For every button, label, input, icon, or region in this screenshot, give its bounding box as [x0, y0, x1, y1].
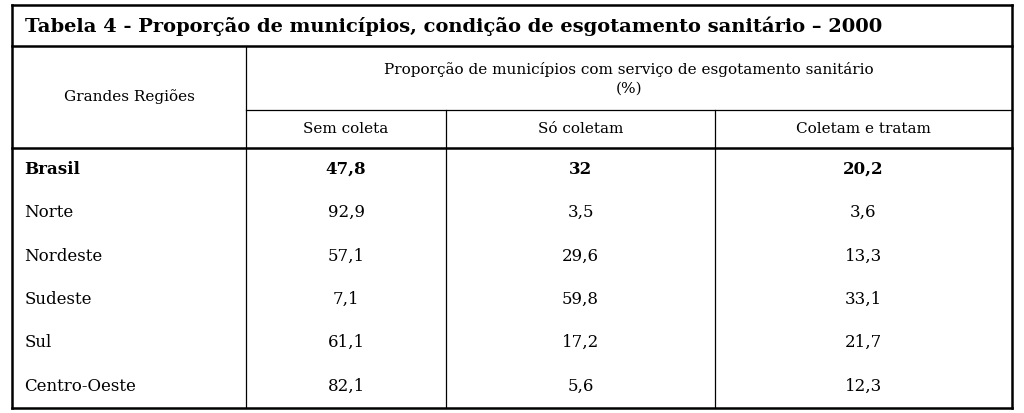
Text: Norte: Norte	[25, 204, 74, 221]
Text: 5,6: 5,6	[567, 377, 594, 395]
Text: 47,8: 47,8	[326, 161, 367, 178]
Text: 32: 32	[569, 161, 592, 178]
Text: Só coletam: Só coletam	[538, 122, 624, 136]
Text: Nordeste: Nordeste	[25, 247, 102, 265]
Text: 21,7: 21,7	[845, 334, 882, 351]
Text: 61,1: 61,1	[328, 334, 365, 351]
Text: Sul: Sul	[25, 334, 52, 351]
Text: 59,8: 59,8	[562, 291, 599, 308]
Text: 3,5: 3,5	[567, 204, 594, 221]
Text: Proporção de municípios com serviço de esgotamento sanitário
(%): Proporção de municípios com serviço de e…	[384, 62, 873, 95]
Text: Centro-Oeste: Centro-Oeste	[25, 377, 136, 395]
Text: Grandes Regiões: Grandes Regiões	[63, 90, 195, 104]
Text: 29,6: 29,6	[562, 247, 599, 265]
Text: 20,2: 20,2	[843, 161, 884, 178]
Text: 57,1: 57,1	[328, 247, 365, 265]
Text: Coletam e tratam: Coletam e tratam	[796, 122, 931, 136]
Text: 13,3: 13,3	[845, 247, 882, 265]
Text: 7,1: 7,1	[333, 291, 359, 308]
Text: 92,9: 92,9	[328, 204, 365, 221]
Text: Tabela 4 - Proporção de municípios, condição de esgotamento sanitário – 2000: Tabela 4 - Proporção de municípios, cond…	[25, 16, 882, 36]
Text: Sem coleta: Sem coleta	[303, 122, 389, 136]
Text: 17,2: 17,2	[562, 334, 599, 351]
Text: 3,6: 3,6	[850, 204, 877, 221]
Text: 33,1: 33,1	[845, 291, 882, 308]
Text: 82,1: 82,1	[328, 377, 365, 395]
Text: 12,3: 12,3	[845, 377, 882, 395]
Text: Brasil: Brasil	[25, 161, 81, 178]
Text: Sudeste: Sudeste	[25, 291, 92, 308]
